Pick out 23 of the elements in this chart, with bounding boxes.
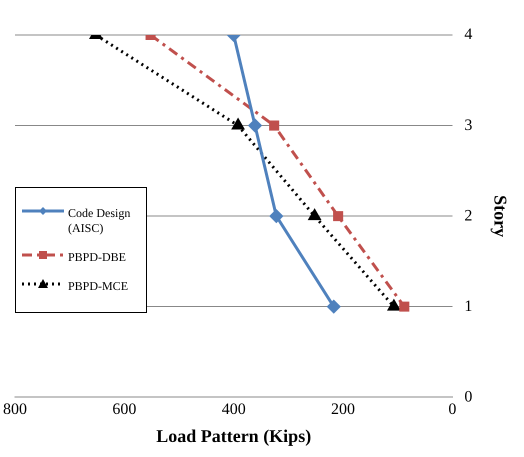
x-tick-label: 400 (222, 401, 246, 418)
y-axis-title: Story (490, 195, 511, 238)
x-tick-label: 200 (331, 401, 356, 418)
point (269, 120, 280, 131)
y-tick-label: 4 (464, 26, 472, 44)
y-tick-label: 3 (464, 116, 472, 134)
x-tick-label: 800 (3, 401, 27, 418)
legend-label: PBPD-MCE (68, 279, 128, 294)
y-tick-label: 0 (464, 388, 472, 406)
legend-label: Code Design (AISC) (68, 206, 132, 236)
point (270, 210, 283, 223)
point (399, 302, 410, 312)
point (327, 300, 340, 314)
x-tick-label: 600 (112, 401, 136, 418)
y-tick-label: 2 (464, 207, 472, 224)
point (248, 119, 262, 132)
point (308, 210, 320, 220)
x-tick-label: 0 (448, 401, 456, 418)
point (333, 211, 344, 222)
x-axis-title: Load Pattern (Kips) (156, 426, 312, 446)
y-tick-label: 1 (464, 298, 472, 315)
legend-label: PBPD-DBE (68, 250, 126, 266)
point (388, 300, 400, 311)
